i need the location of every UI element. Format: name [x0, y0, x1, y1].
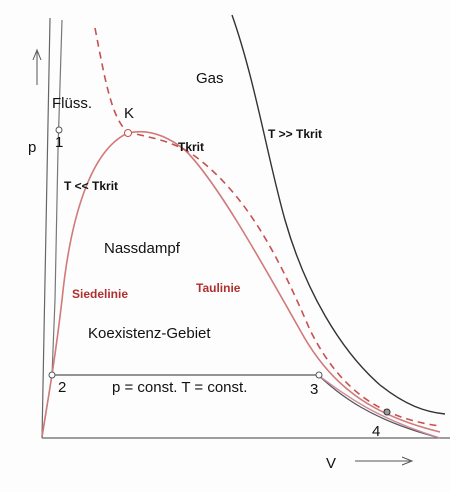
- p-label: p: [28, 139, 36, 156]
- point-4-label: 4: [372, 423, 380, 440]
- isotherm-overlay: [317, 374, 441, 439]
- point-2: [48, 371, 56, 379]
- gas-label: Gas: [196, 70, 224, 87]
- point-4: [383, 408, 391, 416]
- critical-isotherm: [94, 27, 441, 427]
- coexistence-curve: [41, 130, 441, 437]
- t-high-label: T >> Tkrit: [268, 127, 322, 141]
- taulinie-label: Taulinie: [196, 281, 241, 295]
- v-label: V: [326, 455, 336, 472]
- critical-point: [124, 129, 132, 137]
- fluess-label: Flüss.: [52, 95, 92, 112]
- t-low-label: T << Tkrit: [64, 179, 118, 193]
- point-3-label: 3: [310, 381, 318, 398]
- k-label: K: [124, 105, 134, 122]
- point-1-label: 1: [55, 134, 63, 151]
- siedelinie-label: Siedelinie: [72, 287, 128, 301]
- v-arrow-head: [401, 456, 414, 466]
- p-arrow-head: [32, 48, 42, 61]
- tkrit-label: Tkrit: [178, 140, 204, 154]
- koexistenz-label: Koexistenz-Gebiet: [88, 325, 211, 342]
- isobar-label: p = const. T = const.: [112, 379, 247, 396]
- point-2-label: 2: [58, 379, 66, 396]
- point-1: [55, 126, 63, 134]
- point-3: [315, 371, 323, 379]
- nassdampf-label: Nassdampf: [104, 240, 181, 257]
- high-t-isotherm: [231, 14, 446, 415]
- p-axis: [41, 17, 51, 439]
